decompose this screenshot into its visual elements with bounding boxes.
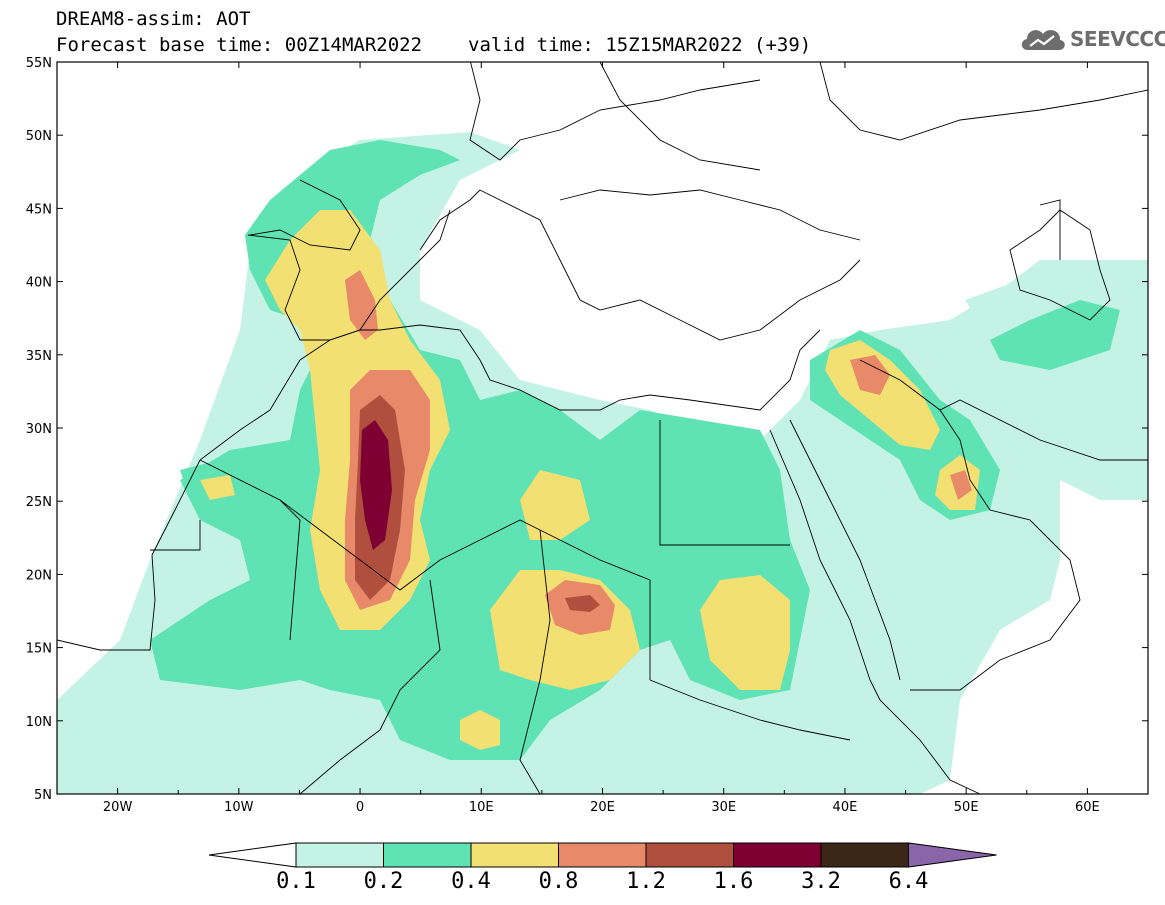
lon-tick-label: 40E [833, 800, 858, 815]
cloud-icon [1021, 30, 1065, 50]
colorbar-label: 6.4 [889, 869, 929, 894]
colorbar-label: 0.2 [364, 869, 404, 894]
aot-contour-field [57, 132, 1148, 794]
lon-tick-label: 20W [103, 800, 133, 815]
colorbar-segment [470, 842, 559, 868]
colorbar-over-triangle [908, 842, 997, 868]
colorbar-label: 0.1 [276, 869, 316, 894]
longitude-axis: 20W 10W 0 10E 20E 30E 40E 50E 60E [56, 62, 1149, 815]
colorbar-label: 0.4 [451, 869, 491, 894]
lon-tick-label: 10W [224, 800, 254, 815]
lon-tick-label: 30E [711, 800, 736, 815]
colorbar-segment [383, 842, 472, 868]
colorbar-segment [558, 842, 647, 868]
colorbar-label: 1.2 [626, 869, 666, 894]
lat-tick-label: 15N [26, 642, 52, 657]
valid-time: valid time: 15Z15MAR2022 (+39) [468, 34, 812, 56]
lat-tick-label: 30N [26, 422, 52, 437]
lat-tick-label: 20N [26, 568, 52, 583]
lon-tick-label: 10E [469, 800, 494, 815]
colorbar-segment [295, 842, 384, 868]
colorbar-segment [645, 842, 734, 868]
colorbar-segment [820, 842, 909, 868]
lon-tick-label: 20E [590, 800, 615, 815]
base-time: Forecast base time: 00Z14MAR2022 [56, 34, 423, 56]
lon-tick-label: 60E [1075, 800, 1100, 815]
seevccc-logo: SEEVCCC [1018, 22, 1165, 56]
aot-level-1.6 [360, 420, 392, 550]
logo-text: SEEVCCC [1070, 27, 1165, 51]
lon-tick-label: 50E [954, 800, 979, 815]
lat-tick-label: 40N [26, 276, 52, 291]
colorbar-segment [733, 842, 822, 868]
colorbar-under-triangle [208, 842, 297, 868]
latitude-axis: 5N 10N 15N 20N 25N 30N 35N 40N 45N 50N 55N [26, 56, 1148, 803]
forecast-times: Forecast base time: 00Z14MAR2022 valid ti… [56, 34, 811, 56]
lat-tick-label: 35N [26, 349, 52, 364]
colorbar-label: 3.2 [801, 869, 841, 894]
lat-tick-label: 10N [26, 715, 52, 730]
product-title: DREAM8-assim: AOT [56, 8, 251, 30]
lat-tick-label: 55N [26, 56, 52, 71]
lat-tick-label: 50N [26, 129, 52, 144]
colorbar-label: 1.6 [714, 869, 754, 894]
aot-colorbar: 0.1 0.2 0.4 0.8 1.2 1.6 3.2 6.4 [208, 842, 997, 894]
lat-tick-label: 45N [26, 202, 52, 217]
lat-tick-label: 5N [34, 788, 52, 803]
coastlines-borders [57, 62, 1148, 794]
lon-tick-label: 0 [356, 800, 364, 815]
colorbar-label: 0.8 [539, 869, 579, 894]
lat-tick-label: 25N [26, 495, 52, 510]
